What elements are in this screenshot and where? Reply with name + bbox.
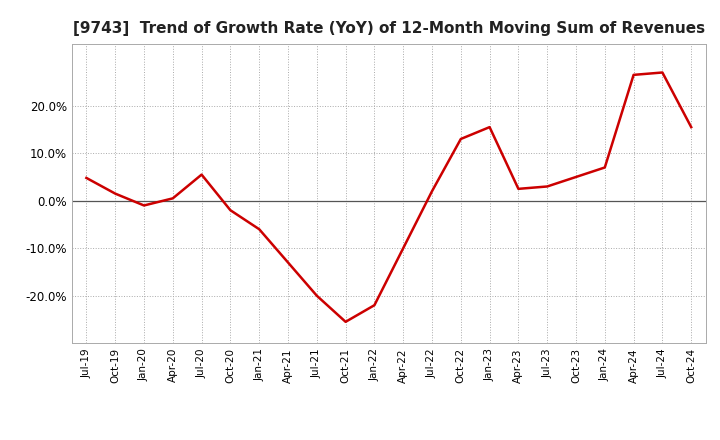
Title: [9743]  Trend of Growth Rate (YoY) of 12-Month Moving Sum of Revenues: [9743] Trend of Growth Rate (YoY) of 12-… bbox=[73, 21, 705, 36]
